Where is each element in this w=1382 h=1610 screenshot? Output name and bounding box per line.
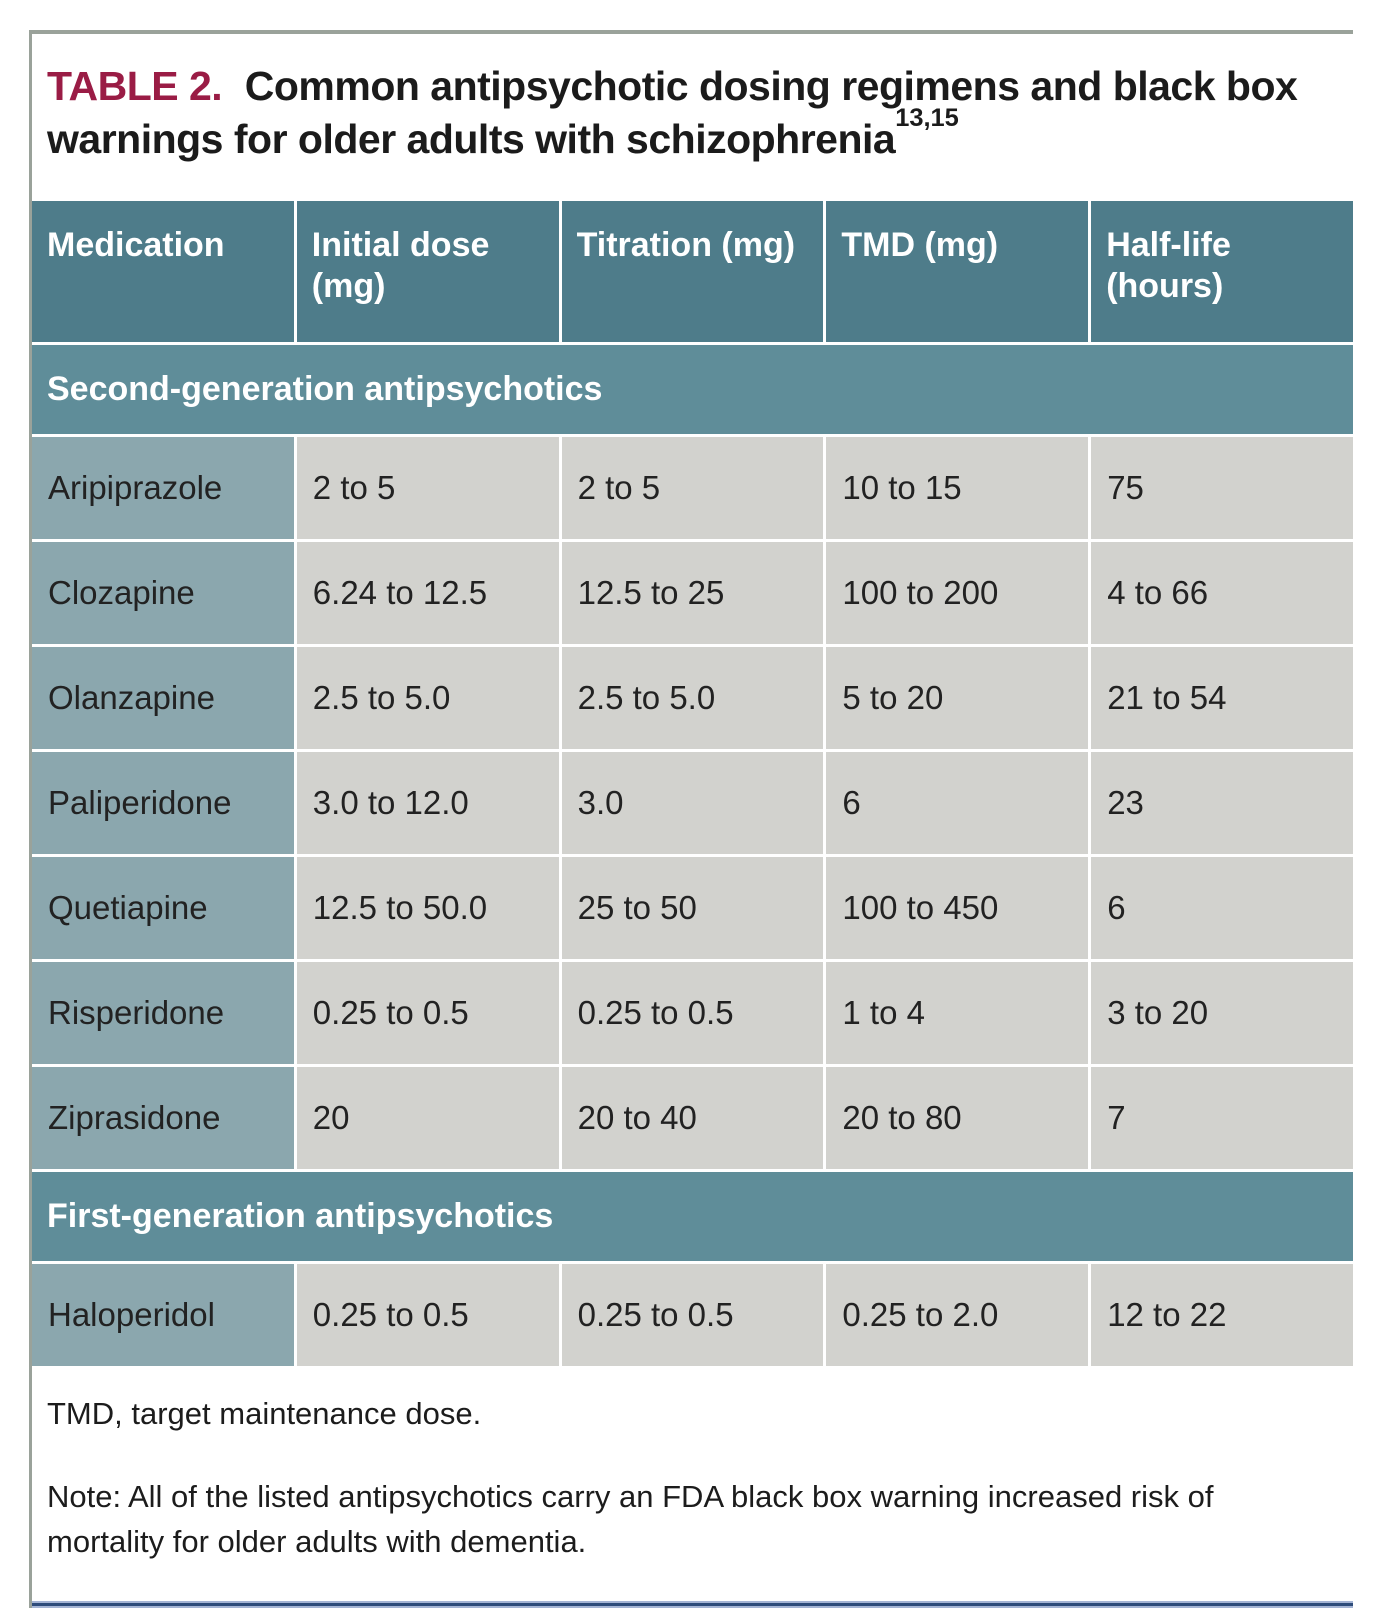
medication-cell: Olanzapine — [32, 646, 294, 749]
medication-cell: Paliperidone — [32, 751, 294, 854]
medication-cell: Haloperidol — [32, 1263, 294, 1366]
column-header-titration: Titration (mg) — [561, 200, 824, 342]
initial-dose-cell: 12.5 to 50.0 — [296, 856, 559, 959]
table-number-label: TABLE 2. — [47, 63, 223, 109]
table-title-citations: 13,15 — [895, 103, 959, 132]
medication-cell: Aripiprazole — [32, 436, 294, 539]
tmd-cell: 10 to 15 — [826, 436, 1089, 539]
initial-dose-cell: 6.24 to 12.5 — [296, 541, 559, 644]
half-life-cell: 6 — [1091, 856, 1353, 959]
half-life-cell: 75 — [1091, 436, 1353, 539]
initial-dose-cell: 2 to 5 — [296, 436, 559, 539]
titration-cell: 25 to 50 — [561, 856, 824, 959]
table-caption: TABLE 2. Common antipsychotic dosing regi… — [32, 34, 1353, 201]
initial-dose-cell: 0.25 to 0.5 — [296, 961, 559, 1064]
tmd-cell: 5 to 20 — [826, 646, 1089, 749]
section-label: First-generation antipsychotics — [47, 1196, 554, 1235]
titration-cell: 0.25 to 0.5 — [561, 961, 824, 1064]
half-life-cell: 12 to 22 — [1091, 1263, 1353, 1366]
bottom-rule — [32, 1600, 1353, 1608]
column-header-half-life: Half-life (hours) — [1091, 200, 1353, 342]
half-life-cell: 4 to 66 — [1091, 541, 1353, 644]
table-title-text: Common antipsychotic dosing regimens and… — [47, 63, 1298, 163]
medication-cell: Clozapine — [32, 541, 294, 644]
half-life-cell: 21 to 54 — [1091, 646, 1353, 749]
column-header-initial-dose: Initial dose (mg) — [296, 200, 559, 342]
table-footnotes: TMD, target maintenance dose. Note: All … — [32, 1366, 1353, 1565]
section-header: Second-generation antipsychotics — [32, 344, 1353, 434]
titration-cell: 2.5 to 5.0 — [561, 646, 824, 749]
half-life-cell: 3 to 20 — [1091, 961, 1353, 1064]
column-header-tmd: TMD (mg) — [826, 200, 1089, 342]
footnote-note: Note: All of the listed antipsychotics c… — [47, 1478, 1214, 1560]
section-label: Second-generation antipsychotics — [47, 369, 603, 408]
tmd-cell: 20 to 80 — [826, 1066, 1089, 1169]
tmd-cell: 0.25 to 2.0 — [826, 1263, 1089, 1366]
titration-cell: 0.25 to 0.5 — [561, 1263, 824, 1366]
initial-dose-cell: 2.5 to 5.0 — [296, 646, 559, 749]
dosing-table: Medication Initial dose (mg) Titration (… — [32, 200, 1353, 1366]
titration-cell: 20 to 40 — [561, 1066, 824, 1169]
titration-cell: 2 to 5 — [561, 436, 824, 539]
column-header-medication: Medication — [32, 200, 294, 342]
half-life-cell: 7 — [1091, 1066, 1353, 1169]
titration-cell: 3.0 — [561, 751, 824, 854]
medication-cell: Risperidone — [32, 961, 294, 1064]
half-life-cell: 23 — [1091, 751, 1353, 854]
initial-dose-cell: 20 — [296, 1066, 559, 1169]
medication-cell: Ziprasidone — [32, 1066, 294, 1169]
initial-dose-cell: 3.0 to 12.0 — [296, 751, 559, 854]
table-frame: TABLE 2. Common antipsychotic dosing regi… — [29, 30, 1353, 1608]
medication-cell: Quetiapine — [32, 856, 294, 959]
footnote-abbreviation: TMD, target maintenance dose. — [47, 1395, 482, 1431]
initial-dose-cell: 0.25 to 0.5 — [296, 1263, 559, 1366]
titration-cell: 12.5 to 25 — [561, 541, 824, 644]
section-header: First-generation antipsychotics — [32, 1171, 1353, 1261]
tmd-cell: 6 — [826, 751, 1089, 854]
tmd-cell: 100 to 200 — [826, 541, 1089, 644]
tmd-cell: 100 to 450 — [826, 856, 1089, 959]
tmd-cell: 1 to 4 — [826, 961, 1089, 1064]
